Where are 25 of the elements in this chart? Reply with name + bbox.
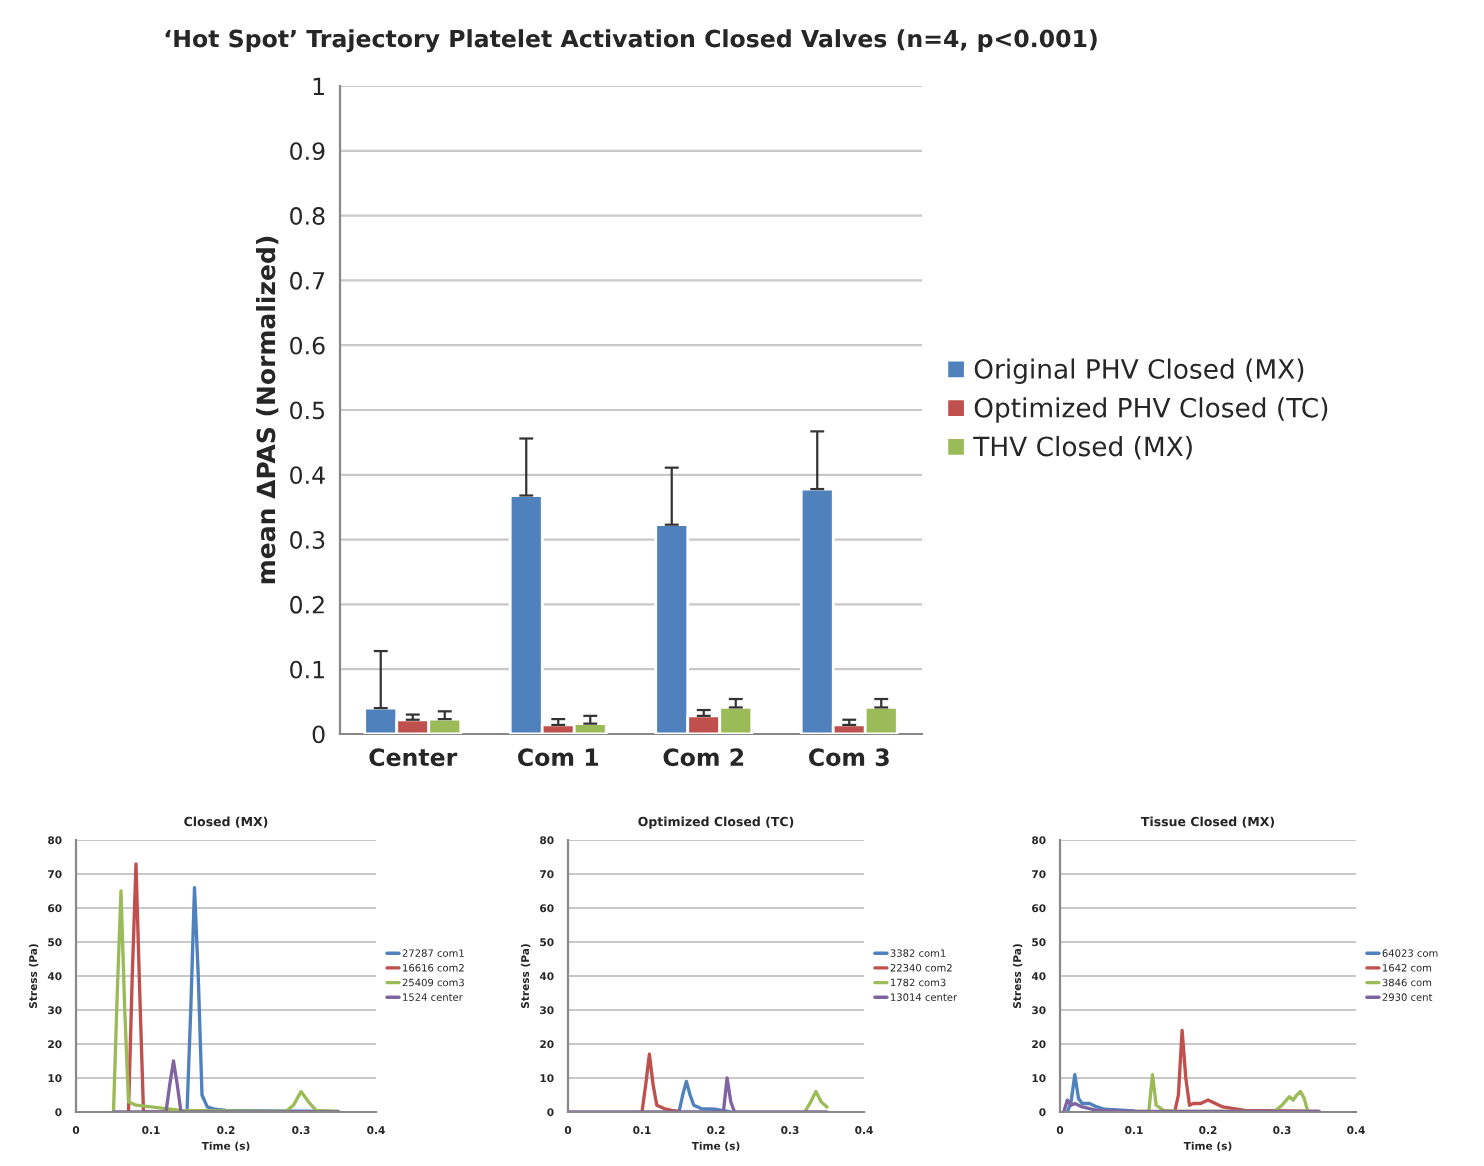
line-series	[1065, 1072, 1136, 1112]
y-tick-label: 0.4	[290, 466, 325, 485]
y-tick-label: 0.8	[290, 207, 325, 225]
y-tick-label: 0	[312, 725, 325, 744]
legend-label: THV Closed (MX)	[973, 435, 1192, 460]
chart-title: ‘Hot Spot’ Trajectory Platelet Activation Closed Valves (n=4, p<0.001)	[165, 29, 1097, 53]
y-tick-label: 0.9	[290, 142, 325, 161]
y-tick-label: 0.1	[290, 660, 324, 679]
y-tick-label: 0.2	[290, 595, 324, 614]
y-tick-label: 0.6	[290, 336, 325, 355]
x-tick-label: Com 3	[809, 748, 889, 767]
y-axis-title: mean ΔPAS (Normalized)	[256, 236, 279, 584]
y-tick-label: 0.3	[290, 531, 325, 549]
x-tick-label: Center	[369, 748, 458, 767]
line-series	[640, 1052, 681, 1112]
y-tick-label: 0.7	[290, 271, 325, 290]
line-series	[677, 1079, 733, 1112]
x-tick-label: Com 1	[518, 748, 599, 767]
line-series	[803, 1089, 829, 1112]
x-tick-label: Com 2	[663, 748, 744, 767]
y-tick-label: 1	[313, 77, 324, 95]
y-tick-label: 0.5	[290, 401, 325, 420]
legend-label: Original PHV Closed (MX)	[974, 358, 1304, 385]
legend-label: Optimized PHV Closed (TC)	[974, 397, 1328, 423]
line-series	[111, 889, 341, 1112]
